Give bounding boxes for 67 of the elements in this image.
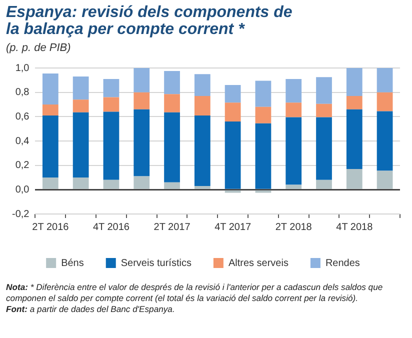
- bar: [42, 178, 58, 189]
- bar: [72, 178, 89, 189]
- x-tick-label: 4T 2016: [92, 222, 130, 233]
- bar: [194, 96, 210, 116]
- bar: [103, 112, 120, 180]
- y-tick-label: 0,0: [15, 184, 30, 196]
- bar: [134, 68, 150, 92]
- y-tick-label: 0,4: [15, 136, 30, 147]
- bar: [346, 168, 362, 189]
- y-tick-label: 0,8: [15, 87, 30, 98]
- bar: [286, 184, 302, 189]
- y-tick-label: -0,2: [12, 208, 30, 220]
- bar: [346, 96, 362, 110]
- legend-label: Altres serveis: [228, 258, 288, 269]
- bar: [72, 112, 89, 178]
- x-tick-label: 4T 2018: [336, 222, 374, 233]
- x-tick-label: 4T 2017: [214, 222, 252, 233]
- bar: [194, 115, 210, 186]
- bar: [103, 180, 120, 189]
- bar: [376, 170, 393, 189]
- bar: [224, 85, 241, 103]
- bar: [224, 102, 241, 122]
- bar: [376, 111, 393, 171]
- bar: [376, 92, 393, 112]
- bar: [224, 122, 241, 189]
- bar: [255, 106, 272, 124]
- legend-label: Béns: [61, 258, 84, 269]
- bar: [316, 104, 332, 118]
- bar: [286, 78, 302, 103]
- bar: [103, 97, 120, 112]
- chart-subtitle: (p. p. de PIB): [6, 42, 72, 54]
- bar: [42, 115, 58, 178]
- bar: [316, 77, 332, 104]
- bar: [42, 104, 58, 116]
- legend-label: Serveis turístics: [120, 258, 192, 269]
- text: Font: a partir de dades del Banc d'Espanya.: [6, 304, 175, 314]
- bar: [316, 117, 332, 180]
- bar: [164, 94, 180, 112]
- text: Nota: * Diferència entre el valor de després de la revisió i l'anterior per a cadascun dels saldos que componen el saldo per compte corrent (el total és la variació del saldo corrent per la revisió).: [6, 282, 383, 303]
- y-tick-label: 0,6: [15, 111, 30, 122]
- bar: [194, 186, 210, 189]
- legend-label: Rendes: [325, 258, 360, 269]
- bar: [194, 74, 210, 96]
- bar: [72, 76, 89, 100]
- bar: [103, 78, 120, 98]
- x-tick-label: 2T 2017: [154, 222, 191, 233]
- chart-title: Espanya: revisió dels components de la balança per compte corrent *: [6, 4, 294, 38]
- bar: [134, 176, 150, 189]
- bar: [72, 100, 89, 112]
- bar: [376, 68, 393, 92]
- bar: [255, 123, 272, 189]
- bar: [316, 180, 332, 189]
- bar: [286, 102, 302, 118]
- y-tick-label: 0,2: [15, 160, 30, 172]
- bar: [42, 73, 58, 104]
- bar: [346, 68, 362, 96]
- bar: [164, 182, 180, 189]
- bar: [346, 109, 362, 169]
- bar: [164, 112, 180, 182]
- bar: [134, 92, 150, 110]
- bar: [286, 117, 302, 185]
- bar: [255, 80, 272, 107]
- y-tick-label: 1,0: [15, 62, 30, 74]
- x-tick-label: 2T 2016: [32, 222, 70, 233]
- x-tick-label: 2T 2018: [275, 222, 312, 233]
- bar: [164, 71, 180, 94]
- bar: [134, 109, 150, 176]
